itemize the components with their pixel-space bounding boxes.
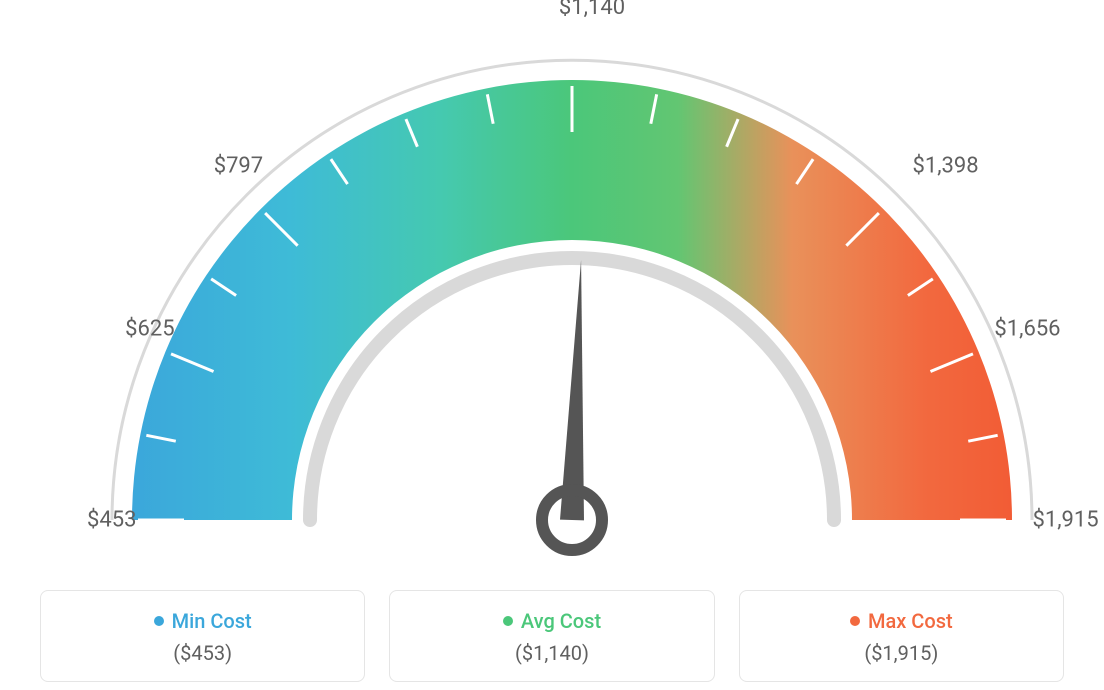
legend-dot-icon (850, 616, 860, 626)
tick-label: $1,140 (559, 0, 625, 20)
legend-value: ($453) (53, 641, 352, 665)
legend-card: Min Cost ($453) (40, 590, 365, 682)
tick-label: $1,915 (1032, 508, 1098, 533)
tick-label: $625 (125, 316, 174, 341)
tick-label: $453 (87, 508, 136, 533)
gauge-needle (560, 260, 584, 520)
legend-row: Min Cost ($453) Avg Cost ($1,140) Max Cost ($… (20, 590, 1084, 682)
legend-label: Max Cost (868, 609, 953, 633)
gauge-svg (20, 20, 1084, 580)
legend-title: Avg Cost (402, 609, 701, 633)
legend-title: Max Cost (752, 609, 1051, 633)
legend-title: Min Cost (53, 609, 352, 633)
tick-label: $1,656 (994, 316, 1060, 341)
tick-label: $1,398 (912, 154, 978, 179)
legend-dot-icon (503, 616, 513, 626)
legend-card: Avg Cost ($1,140) (389, 590, 714, 682)
tick-label: $797 (214, 154, 263, 179)
legend-card: Max Cost ($1,915) (739, 590, 1064, 682)
gauge-area: $453$625$797$1,140$1,398$1,656$1,915 (20, 20, 1084, 580)
legend-value: ($1,915) (752, 641, 1051, 665)
chart-container: $453 $625 $797 $1,140 $1,398 $1,656 $1,915 Min… (0, 0, 1104, 690)
legend-value: ($1,140) (402, 641, 701, 665)
legend-dot-icon (154, 616, 164, 626)
legend-label: Min Cost (172, 609, 252, 633)
legend-label: Avg Cost (521, 609, 601, 633)
